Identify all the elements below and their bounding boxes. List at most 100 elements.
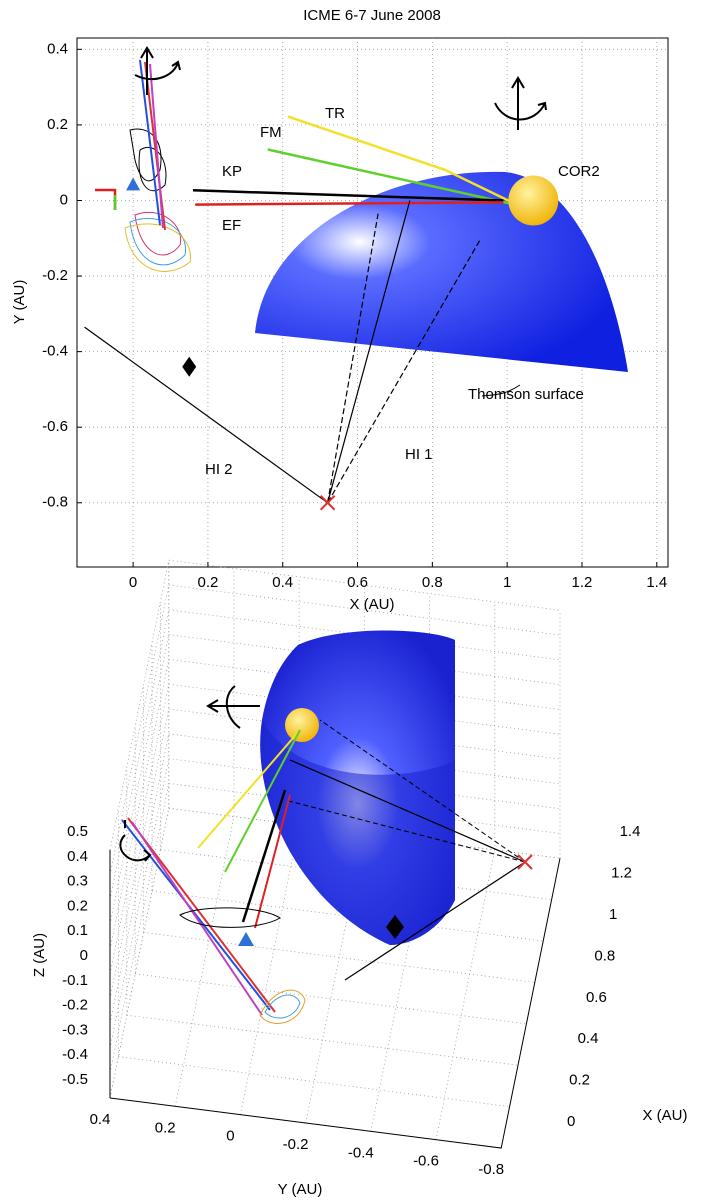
y-tick-label: -0.4: [42, 343, 68, 360]
diamond-marker: [182, 356, 197, 377]
x-tick-label: 0.2: [197, 574, 218, 591]
y-axis-label: Y (AU): [278, 1181, 323, 1198]
triangle-3d: [238, 932, 254, 946]
y-tick-label: -0.4: [348, 1144, 374, 1161]
x-tick-label: 0.2: [569, 1072, 590, 1089]
x-tick-label: 0.4: [578, 1030, 599, 1047]
leader: [481, 384, 521, 397]
z-axis-label: Z (AU): [31, 933, 48, 977]
grid-line: [151, 890, 544, 942]
y-tick-label: -0.2: [283, 1136, 309, 1153]
annotation: COR2: [558, 163, 600, 180]
z-tick-label: 0.2: [67, 897, 88, 914]
x-tick-label: 0: [129, 574, 137, 591]
observer-marker: [319, 495, 336, 511]
y-tick-label: 0.2: [155, 1119, 176, 1136]
x-tick-label: 0.6: [586, 989, 607, 1006]
grid-line: [109, 733, 170, 1024]
z-tick-label: -0.2: [62, 997, 88, 1014]
grid-line: [135, 973, 527, 1025]
observer-3d: [517, 854, 533, 870]
series-label: KP: [222, 163, 242, 180]
z-tick-label: 0.1: [67, 922, 88, 939]
triangle-marker: [126, 177, 141, 191]
grid-line: [168, 634, 561, 686]
grid-line: [168, 733, 561, 785]
series-line: [195, 201, 504, 206]
y-tick-label: 0: [60, 191, 68, 208]
series-line: [327, 213, 379, 503]
z-tick-label: 0.5: [67, 823, 88, 840]
grid-line: [168, 708, 561, 760]
y-tick-label: -0.8: [478, 1161, 504, 1178]
grid-line: [160, 849, 552, 901]
grid-line: [109, 808, 170, 1099]
grid-line: [109, 659, 170, 950]
grid-line: [109, 560, 170, 851]
x-tick-label: 0.4: [272, 574, 293, 591]
z-tick-label: -0.3: [62, 1021, 88, 1038]
sun-3d: [285, 708, 319, 742]
grid-line: [109, 609, 170, 900]
grid-line: [109, 634, 170, 925]
lines-3d: [121, 719, 526, 1024]
z-tick-label: -0.5: [62, 1071, 88, 1088]
series-line: [192, 189, 504, 202]
series-label: HI 2: [205, 461, 233, 478]
grid-line: [168, 807, 561, 859]
series-label: EF: [222, 217, 241, 234]
series-label: FM: [260, 124, 282, 141]
z-tick-label: -0.4: [62, 1046, 88, 1063]
rotation-icons: [134, 46, 547, 130]
y-tick-label: 0.2: [47, 116, 68, 133]
series-line: [267, 148, 519, 207]
x-tick-label: 0.8: [422, 574, 443, 591]
annotation: Thomson surface: [468, 386, 584, 403]
series-label: HI 1: [405, 446, 433, 463]
grid-line: [143, 932, 535, 983]
x-tick-label: 1.2: [611, 865, 632, 882]
flux-rope-contours: [95, 59, 191, 272]
top-panel: ICME 6-7 June 2008 X (AU) Y (AU) 0 0.2 0.4 0.6…: [11, 7, 669, 613]
diamond-3d: [386, 915, 404, 939]
y-tick-label: -0.8: [42, 494, 68, 511]
series-line: [327, 237, 482, 504]
grid-line: [126, 1014, 519, 1066]
series-line: [84, 326, 328, 504]
x-tick-label: 1.4: [620, 823, 641, 840]
x-tick-label: 0.6: [347, 574, 368, 591]
series-line: [327, 200, 411, 503]
y-tick-label: -0.6: [413, 1153, 439, 1170]
grid-line: [168, 758, 561, 810]
x-tick-label: 1: [609, 906, 617, 923]
series-line: [287, 115, 519, 207]
rotation-icons-3d: [119, 685, 260, 862]
chart-title: ICME 6-7 June 2008: [303, 7, 441, 24]
bottom-panel: -0.5 -0.4 -0.3 -0.2 -0.1 0 0.1 0.2 0.3 0.4 0.5 0.4 0…: [31, 559, 688, 1198]
x-tick-label: 0.8: [594, 947, 615, 964]
y-axis-label: Y (AU): [11, 280, 28, 325]
grid-line: [168, 609, 561, 661]
grid-line: [118, 1056, 510, 1108]
sun-marker: [508, 175, 559, 226]
plot-frame: [76, 37, 669, 568]
surface-shade: [260, 720, 455, 945]
y-tick-label: -0.2: [42, 267, 68, 284]
z-tick-label: -0.1: [62, 972, 88, 989]
grid-line: [109, 684, 170, 975]
x-axis-label: X (AU): [643, 1107, 688, 1124]
series-label: TR: [325, 105, 345, 122]
grid-line: [109, 708, 170, 999]
x-axis-label: X (AU): [350, 596, 395, 613]
x-tick-label: 1: [503, 574, 511, 591]
y-tick-label: -0.6: [42, 418, 68, 435]
grid-line: [168, 559, 561, 611]
x-tick-label: 1.2: [572, 574, 593, 591]
y-tick-label: 0: [226, 1128, 234, 1145]
grid-line: [168, 584, 561, 636]
z-tick-label: 0: [80, 947, 88, 964]
z-tick-label: 0.4: [67, 848, 88, 865]
grid-line: [109, 758, 170, 1049]
grid-line: [109, 783, 170, 1074]
